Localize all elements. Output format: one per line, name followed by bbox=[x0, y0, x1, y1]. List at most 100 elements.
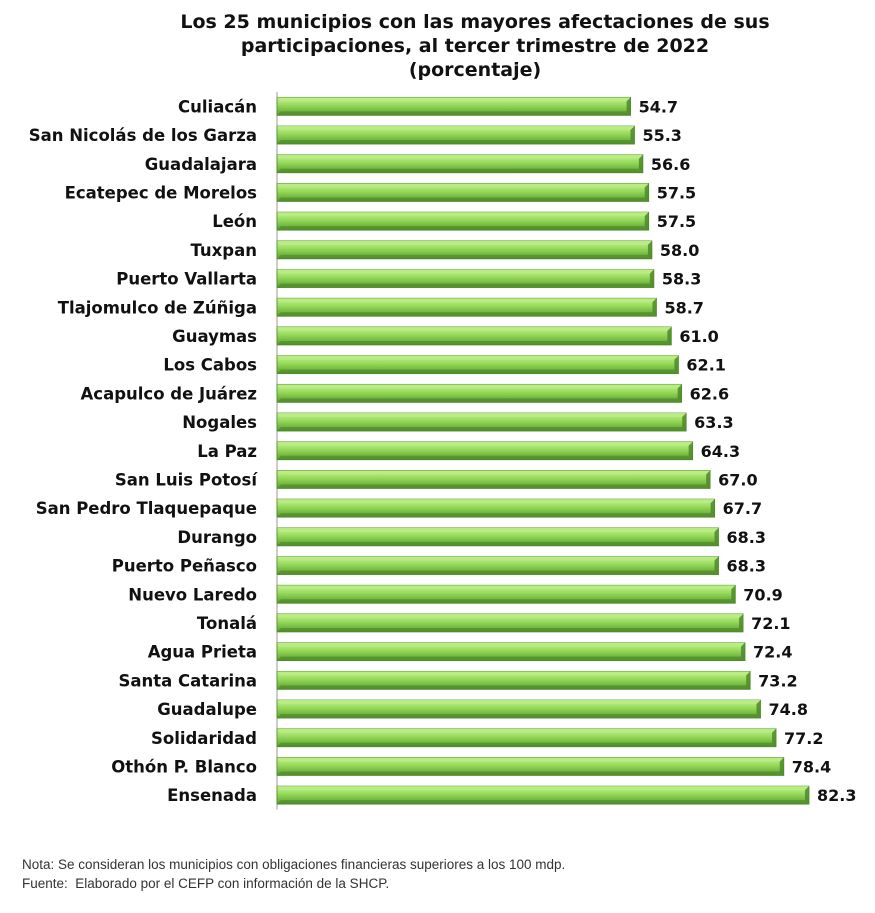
bar-shade bbox=[647, 240, 652, 259]
category-label: San Pedro Tlaquepaque bbox=[36, 499, 257, 518]
bar-shade bbox=[277, 340, 672, 345]
bar-highlight bbox=[277, 642, 746, 647]
bar-shade bbox=[277, 312, 657, 317]
bar-shade bbox=[277, 771, 784, 776]
bar-shade bbox=[277, 599, 736, 604]
value-label: 57.5 bbox=[657, 183, 696, 202]
category-label: Acapulco de Juárez bbox=[81, 384, 257, 403]
value-label: 70.9 bbox=[743, 585, 782, 604]
category-label: Guadalupe bbox=[157, 700, 257, 719]
bar-highlight bbox=[277, 298, 657, 303]
bar-shade bbox=[277, 484, 711, 489]
bar-chart: Culiacán 54.7 San Nicolás de los Garza 55.3… bbox=[29, 92, 856, 810]
category-label: Tonalá bbox=[197, 614, 257, 633]
bar-highlight bbox=[277, 384, 682, 389]
bar-shade bbox=[277, 455, 693, 460]
value-label: 72.4 bbox=[753, 643, 792, 662]
bar-highlight bbox=[277, 527, 719, 532]
bar-highlight bbox=[277, 786, 809, 791]
value-label: 54.7 bbox=[639, 97, 678, 116]
category-label: Los Cabos bbox=[163, 356, 257, 375]
value-label: 57.5 bbox=[657, 212, 696, 231]
bar-shade bbox=[277, 742, 777, 747]
value-label: 82.3 bbox=[817, 786, 856, 805]
value-label: 72.1 bbox=[751, 614, 790, 633]
bar-shade bbox=[706, 470, 711, 489]
category-label: Puerto Vallarta bbox=[116, 270, 257, 289]
bar-shade bbox=[667, 326, 672, 345]
bar-shade bbox=[277, 197, 649, 202]
bar-highlight bbox=[277, 154, 643, 159]
bar-shade bbox=[277, 714, 761, 719]
bar-highlight bbox=[277, 183, 649, 188]
category-label: Othón P. Blanco bbox=[111, 757, 257, 776]
value-label: 58.3 bbox=[662, 270, 701, 289]
source-text: Fuente: Elaborado por el CEFP con inform… bbox=[22, 876, 390, 891]
value-label: 67.0 bbox=[718, 470, 757, 489]
chart-title-line: participaciones, al tercer trimestre de … bbox=[240, 35, 710, 57]
bar-highlight bbox=[277, 97, 631, 102]
bar-highlight bbox=[277, 441, 693, 446]
bar-shade bbox=[277, 398, 682, 403]
value-label: 74.8 bbox=[769, 700, 808, 719]
value-label: 55.3 bbox=[642, 126, 681, 145]
category-label: San Luis Potosí bbox=[115, 470, 258, 489]
bar-highlight bbox=[277, 700, 761, 705]
bar-shade bbox=[644, 183, 649, 202]
category-label: Culiacán bbox=[178, 97, 257, 116]
category-label: Tuxpan bbox=[190, 241, 257, 260]
bar-shade bbox=[805, 786, 809, 805]
bar-highlight bbox=[277, 728, 777, 733]
bar-shade bbox=[652, 298, 657, 317]
category-label: Tlajomulco de Zúñiga bbox=[58, 298, 257, 317]
category-label: Nuevo Laredo bbox=[128, 585, 257, 604]
bar-shade bbox=[277, 140, 635, 145]
bar-shade bbox=[772, 728, 777, 747]
chart-title-line: Los 25 municipios con las mayores afecta… bbox=[180, 11, 770, 33]
bar-shade bbox=[644, 212, 649, 231]
category-label: Ecatepec de Morelos bbox=[65, 183, 258, 202]
bar-shade bbox=[741, 642, 746, 661]
bar-highlight bbox=[277, 556, 719, 561]
bar-highlight bbox=[277, 585, 736, 590]
bar-shade bbox=[277, 570, 719, 575]
category-label: Solidaridad bbox=[151, 729, 257, 748]
bar-shade bbox=[779, 757, 784, 776]
bar-shade bbox=[277, 226, 649, 231]
bar-shade bbox=[277, 111, 631, 116]
bar-shade bbox=[277, 627, 744, 632]
bar-shade bbox=[277, 656, 746, 661]
value-label: 73.2 bbox=[758, 671, 797, 690]
bar-shade bbox=[746, 671, 751, 690]
category-label: Durango bbox=[177, 528, 257, 547]
category-label: Santa Catarina bbox=[119, 671, 257, 690]
category-label: Guaymas bbox=[172, 327, 257, 346]
category-label: León bbox=[212, 212, 257, 231]
bar-shade bbox=[277, 254, 652, 259]
bar-highlight bbox=[277, 326, 672, 331]
value-label: 67.7 bbox=[723, 499, 762, 518]
category-label: Guadalajara bbox=[145, 155, 257, 174]
bar-shade bbox=[626, 97, 631, 116]
bar-shade bbox=[674, 355, 679, 374]
value-label: 63.3 bbox=[694, 413, 733, 432]
bar-shade bbox=[630, 126, 635, 145]
bar-shade bbox=[649, 269, 654, 288]
bar-highlight bbox=[277, 499, 715, 504]
bar-shade bbox=[277, 369, 679, 374]
value-label: 77.2 bbox=[784, 729, 823, 748]
category-label: La Paz bbox=[197, 442, 257, 461]
bar-highlight bbox=[277, 413, 687, 418]
value-label: 58.7 bbox=[664, 298, 703, 317]
category-label: Nogales bbox=[182, 413, 257, 432]
category-label: Agua Prieta bbox=[148, 643, 257, 662]
bar-highlight bbox=[277, 671, 751, 676]
bar-shade bbox=[756, 700, 761, 719]
bar-shade bbox=[714, 527, 719, 546]
value-label: 68.3 bbox=[727, 528, 766, 547]
bar-shade bbox=[731, 585, 736, 604]
bar-shade bbox=[277, 800, 809, 805]
category-label: San Nicolás de los Garza bbox=[29, 126, 257, 145]
bar-shade bbox=[277, 168, 643, 173]
bar-shade bbox=[710, 499, 715, 518]
